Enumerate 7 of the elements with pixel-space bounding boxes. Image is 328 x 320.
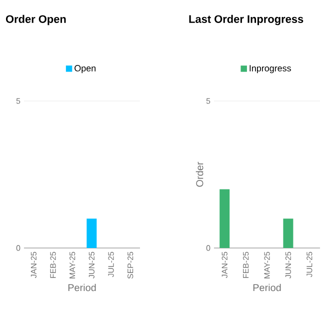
chart-title: Order Open	[6, 14, 66, 26]
x-axis-title: Period	[68, 284, 96, 292]
chart-title: Last Order Inprogress	[189, 14, 304, 26]
legend-label: Open	[74, 65, 96, 74]
x-axis-title: Period	[253, 284, 281, 292]
y-axis-title: Order	[196, 162, 204, 187]
legend-label: Inprogress	[250, 65, 291, 74]
